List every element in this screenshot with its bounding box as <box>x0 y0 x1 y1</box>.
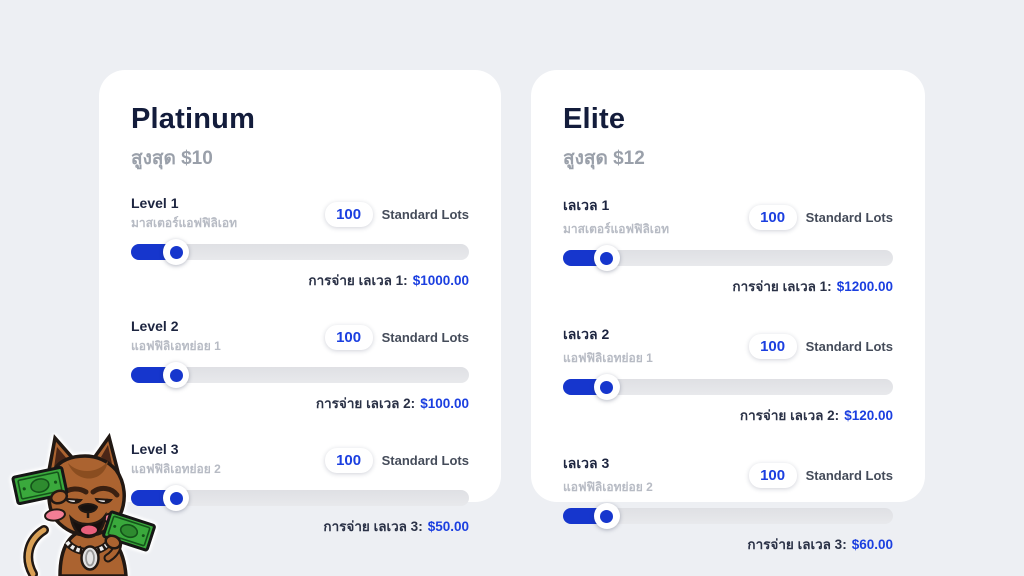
lots-input[interactable] <box>324 447 373 473</box>
plan-max-payout-subtitle: สูงสุด $10 <box>131 148 213 169</box>
slider-thumb[interactable] <box>163 362 190 388</box>
slider-fill <box>563 503 620 529</box>
slider-thumb[interactable] <box>593 374 620 400</box>
slider-thumb[interactable] <box>163 239 190 265</box>
lots-unit-label: Standard Lots <box>381 206 469 222</box>
lots-slider[interactable] <box>131 239 469 265</box>
level-label: เลเวล 1 <box>563 197 610 213</box>
plan-title: Elite <box>563 103 626 135</box>
slider-thumb[interactable] <box>593 503 620 529</box>
plan-card-elite: Elite สูงสุด $12 เลเวล 1 มาสเตอร์แอฟฟิลิ… <box>531 70 925 552</box>
level-sublabel: แอฟฟิลิเอทย่อย 1 <box>131 339 221 353</box>
level-3-section: เลเวล 3 แอฟฟิลิเอทย่อย 2 Standard Lots ก… <box>563 453 893 555</box>
lots-unit-label: Standard Lots <box>381 329 469 345</box>
lots-unit-label: Standard Lots <box>805 467 893 483</box>
level-sublabel: แอฟฟิลิเอทย่อย 2 <box>563 480 653 494</box>
lots-input[interactable] <box>748 204 797 230</box>
level-label: Level 2 <box>131 318 179 334</box>
payout-label: การจ่าย เลเวล 1: <box>732 279 832 294</box>
lots-slider[interactable] <box>131 485 469 511</box>
lots-input[interactable] <box>748 462 797 488</box>
payout-value: $120.00 <box>844 408 893 423</box>
level-label: เลเวล 2 <box>563 326 610 342</box>
level-3-section: Level 3 แอฟฟิลิเอทย่อย 2 Standard Lots ก… <box>131 441 469 537</box>
payout-value: $1200.00 <box>836 279 893 294</box>
payout-label: การจ่าย เลเวล 1: <box>308 273 408 288</box>
lots-unit-label: Standard Lots <box>805 209 893 225</box>
payout-value: $100.00 <box>420 396 469 411</box>
slider-fill <box>131 362 190 388</box>
lots-input[interactable] <box>748 333 797 359</box>
payout-label: การจ่าย เลเวล 3: <box>323 519 423 534</box>
dog-holding-money-mascot-icon <box>11 432 156 576</box>
level-label: เลเวล 3 <box>563 455 610 471</box>
lots-unit-label: Standard Lots <box>381 452 469 468</box>
level-sublabel: มาสเตอร์แอฟฟิลิเอท <box>131 216 238 230</box>
payout-label: การจ่าย เลเวล 2: <box>739 408 840 423</box>
slider-fill <box>131 239 190 265</box>
level-1-section: เลเวล 1 มาสเตอร์แอฟฟิลิเอท Standard Lots… <box>563 195 893 297</box>
lots-input[interactable] <box>324 324 373 350</box>
level-label: Level 3 <box>131 441 179 457</box>
lots-slider[interactable] <box>131 362 469 388</box>
payout-value: $1000.00 <box>412 273 469 288</box>
lots-slider[interactable] <box>563 503 893 529</box>
payout-label: การจ่าย เลเวล 3: <box>747 537 847 552</box>
level-sublabel: แอฟฟิลิเอทย่อย 2 <box>131 462 221 476</box>
lots-input[interactable] <box>324 201 373 227</box>
slider-fill <box>563 374 620 400</box>
level-2-section: เลเวล 2 แอฟฟิลิเอทย่อย 1 Standard Lots ก… <box>563 324 893 426</box>
slider-thumb[interactable] <box>593 245 620 271</box>
slider-fill <box>131 485 190 511</box>
lots-slider[interactable] <box>563 374 893 400</box>
level-sublabel: แอฟฟิลิเอทย่อย 1 <box>563 351 653 365</box>
plan-title: Platinum <box>131 103 256 135</box>
payout-label: การจ่าย เลเวล 2: <box>315 396 416 411</box>
slider-fill <box>563 245 620 271</box>
level-2-section: Level 2 แอฟฟิลิเอทย่อย 1 Standard Lots ก… <box>131 318 469 414</box>
level-sublabel: มาสเตอร์แอฟฟิลิเอท <box>563 222 670 236</box>
plan-max-payout-subtitle: สูงสุด $12 <box>563 148 645 169</box>
payout-value: $60.00 <box>851 537 893 552</box>
level-label: Level 1 <box>131 195 179 211</box>
slider-thumb[interactable] <box>163 485 190 511</box>
plan-card-platinum: Platinum สูงสุด $10 Level 1 มาสเตอร์แอฟฟ… <box>99 70 501 534</box>
lots-slider[interactable] <box>563 245 893 271</box>
level-1-section: Level 1 มาสเตอร์แอฟฟิลิเอท Standard Lots… <box>131 195 469 291</box>
payout-value: $50.00 <box>427 519 469 534</box>
lots-unit-label: Standard Lots <box>805 338 893 354</box>
